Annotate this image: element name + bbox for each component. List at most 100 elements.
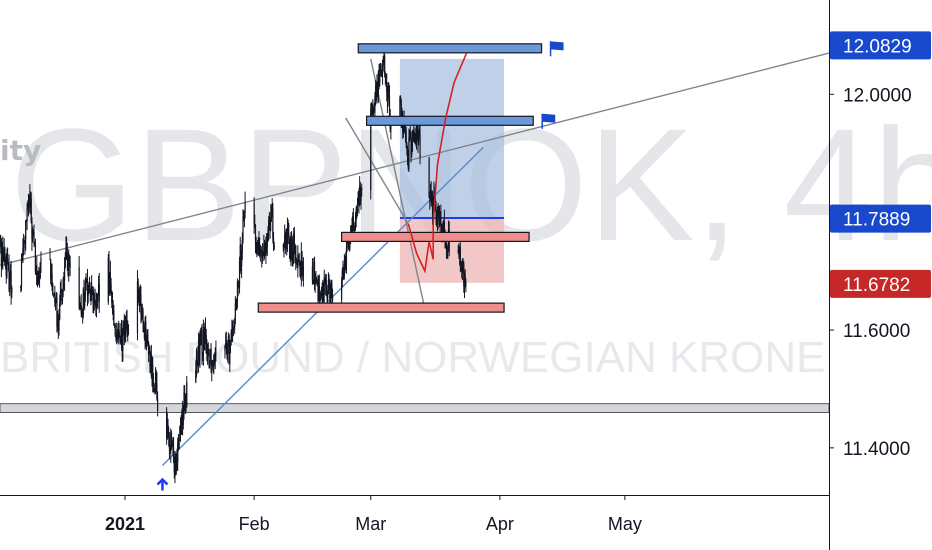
candle-body (359, 185, 361, 205)
candle-body (213, 355, 216, 362)
candle-body (269, 221, 271, 230)
candle-body (447, 247, 449, 249)
candle-body (87, 288, 89, 296)
candle-body (143, 327, 146, 339)
candle-body (440, 211, 442, 226)
candle-body (0, 241, 2, 266)
candle-body (35, 265, 37, 273)
candle-body (356, 208, 358, 212)
candle-body (186, 382, 188, 406)
candle-body (262, 251, 264, 253)
candle-body (377, 71, 379, 97)
candle-body (36, 279, 39, 286)
candle-body (55, 296, 57, 304)
candle-body (95, 300, 98, 309)
candle-body (458, 253, 460, 256)
candle-body (437, 205, 439, 223)
candle-body (142, 311, 144, 324)
candle-body (203, 329, 205, 340)
candle-body (120, 328, 123, 343)
candle-body (88, 286, 90, 289)
candle-body (182, 410, 184, 425)
candle-body (65, 247, 67, 257)
candle-body (386, 92, 389, 103)
candle-body (154, 372, 157, 385)
candle-body (328, 279, 330, 284)
candle-body (114, 325, 116, 336)
candle-body (205, 334, 207, 353)
candle-body (244, 202, 246, 213)
candle-body (107, 258, 109, 302)
candle-body (211, 361, 214, 364)
candle-body (141, 310, 143, 315)
candle-body (445, 243, 448, 249)
candle-body (112, 306, 114, 311)
candle-body (417, 129, 419, 142)
candle-body (342, 270, 344, 278)
flag-cloth (542, 113, 556, 123)
candle-body (25, 220, 27, 222)
candle-body (200, 330, 202, 342)
candle-body (400, 103, 402, 126)
candle-body (320, 292, 322, 299)
watermark-left-fragment: ity (0, 134, 41, 167)
candle-body (461, 266, 463, 268)
candle-body (229, 342, 231, 364)
candle-body (115, 335, 117, 340)
candle-body (239, 245, 241, 262)
candle-body (266, 239, 268, 248)
candle-body (36, 265, 38, 286)
projection-path (407, 52, 468, 274)
candle-body (234, 303, 236, 322)
candle-body (31, 220, 33, 240)
candle-body (49, 258, 51, 260)
candle-body (60, 290, 62, 293)
candle-body (11, 288, 13, 294)
candle-body (227, 336, 230, 344)
candle-body (382, 59, 384, 67)
y-tick-label: 12.0000 (843, 85, 912, 106)
candle-body (263, 244, 265, 252)
candle-body (314, 278, 316, 286)
candle-body (78, 267, 80, 309)
candle-body (295, 261, 298, 263)
candle-body (286, 229, 289, 245)
candle-body (37, 275, 39, 280)
candle-body (50, 273, 52, 279)
candle-body (429, 189, 432, 199)
candle-body (360, 187, 362, 202)
candle-body (117, 329, 119, 333)
candle-body (345, 248, 348, 270)
candle-body (331, 296, 334, 300)
candle-body (79, 308, 81, 309)
candle-body (116, 332, 118, 333)
candle-body (122, 331, 125, 336)
candle-body (138, 294, 141, 306)
candle-body (58, 319, 60, 331)
candle-body (241, 240, 243, 253)
candle-body (167, 423, 169, 438)
candle-body (88, 286, 91, 293)
candle-body (288, 233, 290, 244)
candle-body (384, 73, 386, 76)
candle-body (211, 363, 213, 370)
candle-body (59, 302, 61, 320)
candle-body (168, 437, 170, 438)
candle-body (256, 243, 258, 249)
candle-body (172, 447, 175, 462)
candle-body (385, 75, 387, 84)
candle-body (264, 251, 266, 256)
candle-body (418, 130, 420, 135)
candle-body (9, 279, 11, 290)
candle-body (26, 208, 28, 221)
candle-body (179, 426, 181, 440)
candle-body (3, 247, 5, 262)
candle-body (331, 283, 333, 297)
candle-body (111, 293, 113, 304)
candle-body (290, 241, 292, 257)
y-tick-label: 11.6000 (843, 321, 910, 342)
candle-body (147, 342, 150, 354)
candle-body (204, 329, 206, 340)
candle-body (83, 289, 85, 306)
candle-body (408, 137, 410, 168)
